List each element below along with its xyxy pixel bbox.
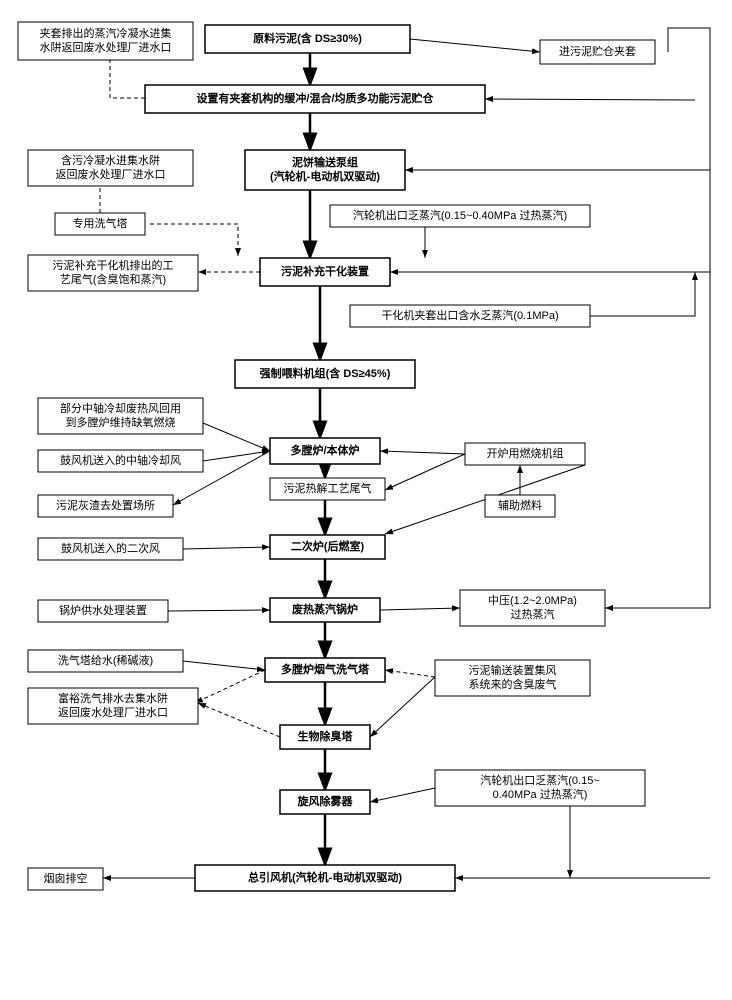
- edge: [385, 454, 465, 490]
- node-label: 含污冷凝水进集水阱: [61, 153, 160, 167]
- node-n1b: 进污泥贮仓夹套: [540, 40, 655, 64]
- node-n9: 多膛炉烟气洗气塔: [265, 658, 385, 682]
- node-n4d: 干化机夹套出口含水乏蒸汽(0.1MPa): [350, 305, 590, 327]
- node-label: 鼓风机送入的中轴冷却风: [60, 453, 181, 467]
- node-n2: 设置有夹套机构的缓冲/混合/均质多功能污泥贮仓: [145, 85, 485, 113]
- edge: [605, 28, 710, 608]
- node-n4a: 含污冷凝水进集水阱返回废水处理厂进水口: [28, 150, 193, 186]
- node-label: 原料污泥(含 DS≥30%): [253, 31, 362, 45]
- node-label: 中压(1.2~2.0MPa): [488, 594, 577, 607]
- node-label: 系统来的含臭废气: [469, 677, 557, 691]
- node-label: 生物除臭塔: [298, 729, 354, 743]
- node-n6: 多膛炉/本体炉: [270, 438, 380, 464]
- node-label: 总引风机(汽轮机-电动机双驱动): [248, 870, 402, 884]
- node-label: 进污泥贮仓夹套: [559, 44, 636, 58]
- node-label: 强制喂料机组(含 DS≥45%): [260, 366, 391, 380]
- node-label: 0.40MPa 过热蒸汽): [493, 787, 588, 801]
- edge: [198, 703, 280, 737]
- node-label: 污泥灰渣去处置场所: [56, 498, 155, 512]
- node-n6b: 鼓风机送入的中轴冷却风: [38, 450, 203, 472]
- node-label: 锅炉供水处理装置: [59, 603, 147, 617]
- node-n1a: 夹套排出的蒸汽冷凝水进集水阱返回废水处理厂进水口: [18, 22, 193, 60]
- node-label: 到多膛炉维持缺氧燃烧: [66, 415, 176, 429]
- edge: [410, 39, 540, 52]
- node-n4c: 污泥补充干化机排出的工艺尾气(含臭饱和蒸汽): [28, 255, 198, 291]
- node-label: 汽轮机出口乏蒸汽(0.15~0.40MPa 过热蒸汽): [353, 208, 567, 222]
- node-n6d: 污泥热解工艺尾气: [270, 478, 385, 500]
- node-label: 开炉用燃烧机组: [487, 446, 564, 460]
- edge: [110, 60, 145, 98]
- node-n7a: 鼓风机送入的二次风: [38, 538, 183, 560]
- node-n12a: 烟囱排空: [28, 868, 103, 890]
- node-label: 污泥输送装置集风: [469, 663, 557, 677]
- node-label: 多膛炉烟气洗气塔: [281, 662, 370, 676]
- edge: [203, 451, 270, 461]
- node-label: 烟囱排空: [44, 871, 88, 885]
- node-label: 汽轮机出口乏蒸汽(0.15~: [480, 773, 600, 787]
- node-n1: 原料污泥(含 DS≥30%): [205, 25, 410, 53]
- edge: [150, 224, 238, 256]
- node-label: 多膛炉/本体炉: [290, 443, 359, 457]
- node-label: 旋风除雾器: [297, 794, 354, 808]
- node-label: 水阱返回废水处理厂进水口: [40, 40, 172, 54]
- node-label: 污泥补充干化机排出的工: [53, 258, 174, 272]
- node-n4: 污泥补充干化装置: [260, 258, 390, 286]
- node-n10: 生物除臭塔: [280, 725, 370, 749]
- node-n6e: 开炉用燃烧机组: [465, 443, 585, 465]
- node-label: 过热蒸汽: [511, 607, 555, 621]
- node-label: 夹套排出的蒸汽冷凝水进集: [40, 26, 172, 40]
- node-label: 设置有夹套机构的缓冲/混合/均质多功能污泥贮仓: [196, 91, 434, 105]
- node-label: 返回废水处理厂进水口: [56, 167, 166, 181]
- node-n8a: 锅炉供水处理装置: [38, 600, 168, 622]
- node-n9a: 洗气塔给水(稀碱液): [28, 650, 183, 672]
- node-n9c: 污泥输送装置集风系统来的含臭废气: [435, 660, 590, 696]
- edge: [380, 608, 460, 610]
- node-label: 洗气塔给水(稀碱液): [58, 653, 153, 667]
- edge: [168, 610, 270, 611]
- node-n4b: 专用洗气塔: [55, 213, 145, 235]
- node-n5: 强制喂料机组(含 DS≥45%): [235, 360, 415, 388]
- node-n8b: 中压(1.2~2.0MPa)过热蒸汽: [460, 590, 605, 626]
- edge: [370, 788, 435, 802]
- node-n6a: 部分中轴冷却废热风回用到多膛炉维持缺氧燃烧: [38, 398, 203, 434]
- node-label: 污泥补充干化装置: [281, 264, 369, 278]
- node-n11: 旋风除雾器: [280, 790, 370, 814]
- node-label: 二次炉(后燃室): [291, 539, 365, 553]
- edge: [203, 423, 270, 451]
- node-label: 泥饼输送泵组: [292, 155, 358, 169]
- node-n3a: 汽轮机出口乏蒸汽(0.15~0.40MPa 过热蒸汽): [330, 205, 590, 227]
- node-label: 部分中轴冷却废热风回用: [60, 401, 181, 415]
- node-label: (汽轮机-电动机双驱动): [270, 169, 380, 183]
- node-label: 废热蒸汽锅炉: [292, 602, 358, 616]
- node-label: 专用洗气塔: [73, 216, 128, 230]
- edge: [195, 670, 265, 703]
- node-n7: 二次炉(后燃室): [270, 535, 385, 559]
- node-label: 艺尾气(含臭饱和蒸汽): [60, 272, 166, 286]
- edge: [385, 670, 435, 677]
- node-n8: 废热蒸汽锅炉: [270, 598, 380, 622]
- edge: [183, 547, 270, 549]
- node-n6f: 辅助燃料: [485, 495, 555, 517]
- node-n9b: 富裕洗气排水去集水阱返回废水处理厂进水口: [28, 688, 198, 724]
- node-label: 干化机夹套出口含水乏蒸汽(0.1MPa): [381, 308, 558, 322]
- node-n6c: 污泥灰渣去处置场所: [38, 495, 173, 517]
- node-label: 辅助燃料: [498, 498, 542, 512]
- edge: [183, 661, 265, 670]
- node-label: 富裕洗气排水去集水阱: [58, 691, 168, 705]
- edge: [485, 99, 695, 100]
- node-n11a: 汽轮机出口乏蒸汽(0.15~0.40MPa 过热蒸汽): [435, 770, 645, 806]
- node-n12: 总引风机(汽轮机-电动机双驱动): [195, 865, 455, 891]
- node-label: 污泥热解工艺尾气: [284, 481, 372, 495]
- node-label: 返回废水处理厂进水口: [58, 705, 168, 719]
- edge: [370, 677, 435, 737]
- node-n3: 泥饼输送泵组(汽轮机-电动机双驱动): [245, 150, 405, 190]
- node-label: 鼓风机送入的二次风: [61, 541, 160, 555]
- edge: [380, 451, 465, 454]
